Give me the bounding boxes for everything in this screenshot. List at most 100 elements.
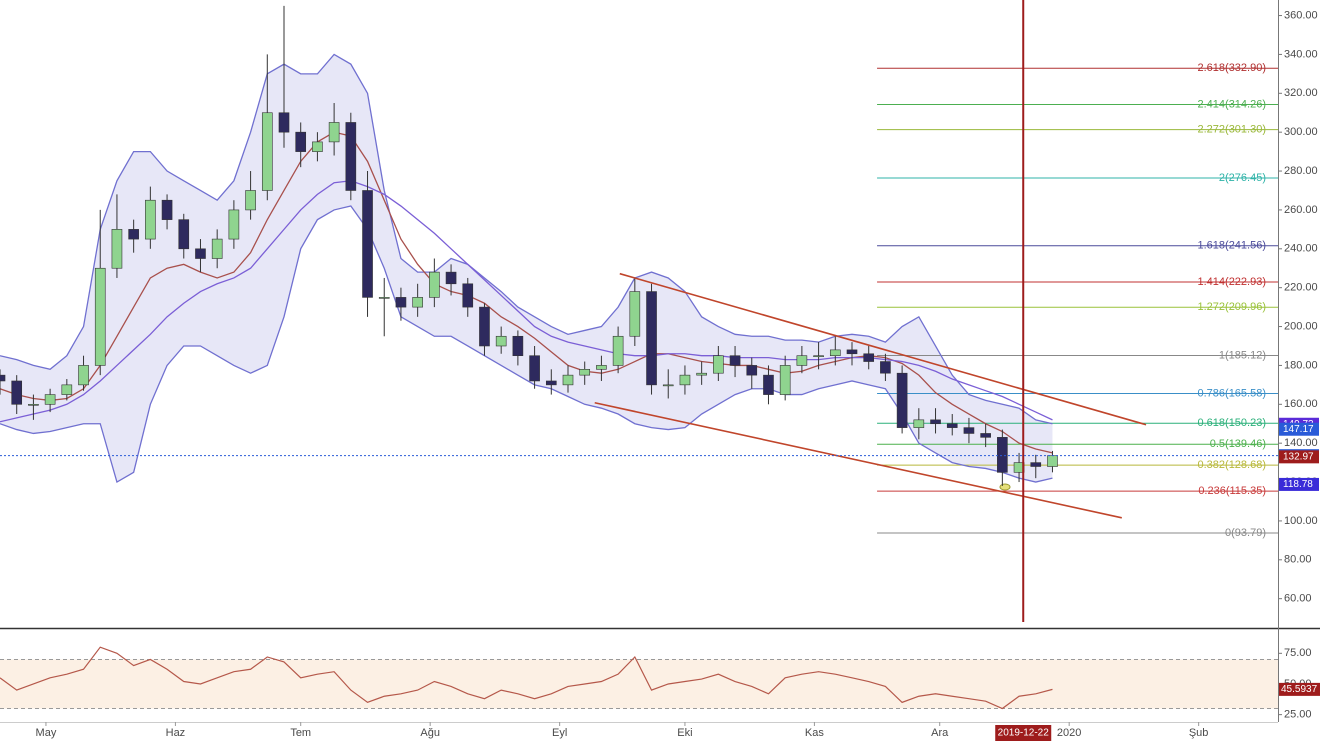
y-tick-label: 340.00: [1284, 48, 1318, 60]
x-tick-label: May: [36, 727, 57, 739]
y-tick-label: 240.00: [1284, 243, 1318, 255]
fib-label: 0.786(165.58): [1198, 387, 1267, 399]
rsi-y-tick-label: 25.00: [1284, 709, 1312, 721]
candle-body: [880, 361, 891, 374]
fib-label: 2.414(314.26): [1198, 98, 1267, 110]
x-tick-label: Eki: [677, 727, 692, 739]
candle-body: [696, 372, 707, 376]
rsi-tag: 45.5937: [1281, 684, 1318, 695]
price-tag-bg: [1279, 477, 1319, 491]
candle-body: [378, 297, 390, 299]
rsi-zone: [0, 659, 1278, 709]
trend-line: [619, 272, 1147, 426]
candle-body: [445, 271, 457, 285]
y-tick-label: 320.00: [1284, 87, 1318, 99]
candle-body: [328, 122, 340, 143]
y-tick-label: 140.00: [1284, 437, 1318, 449]
candle-body: [295, 131, 307, 152]
fib-label: 2.272(301.30): [1198, 124, 1267, 136]
price-tag-bg: [1279, 422, 1319, 436]
candle-body: [362, 190, 373, 298]
price-tag: 132.97: [1283, 451, 1314, 462]
candle-body: [145, 199, 156, 240]
candle-body: [395, 297, 407, 308]
candle-body: [178, 219, 190, 250]
fib-label: 0.618(150.23): [1198, 417, 1267, 429]
candle-body: [612, 335, 624, 366]
candle-body: [763, 374, 774, 395]
fib-label: 1.272(209.96): [1198, 301, 1267, 313]
fib-label: 1.414(222.93): [1198, 276, 1267, 288]
candle-body: [796, 355, 808, 366]
x-tick-label: Tem: [290, 727, 311, 739]
candle-body: [11, 380, 23, 405]
price-tag: 147.17: [1283, 424, 1314, 435]
x-tick-label: Eyl: [552, 727, 567, 739]
candle-body: [813, 355, 824, 358]
candle-body: [529, 355, 540, 382]
candle-body: [94, 267, 106, 366]
candle-body: [44, 394, 56, 405]
candle-body: [479, 306, 490, 347]
indicator-line: [0, 53, 1053, 425]
candle-body: [946, 423, 958, 428]
candle-body: [896, 372, 908, 428]
y-tick-label: 200.00: [1284, 320, 1318, 332]
price-tag: 118.78: [1283, 479, 1313, 490]
candle-body: [779, 365, 791, 395]
candle-body: [228, 209, 240, 240]
candle-body: [846, 349, 858, 355]
candle-body: [495, 335, 507, 347]
candle-body: [128, 229, 139, 240]
y-tick-label: 100.00: [1284, 515, 1318, 527]
y-tick-label: 280.00: [1284, 165, 1318, 177]
x-tick-label: Ağu: [420, 727, 440, 739]
candle-body: [245, 190, 256, 211]
candle-body: [412, 297, 423, 308]
candle-body: [545, 380, 557, 386]
candle-body: [579, 369, 591, 376]
x-tick-label: Ara: [931, 727, 949, 739]
candle-body: [1030, 462, 1042, 467]
fib-label: 1.618(241.56): [1198, 240, 1267, 252]
candle-body: [28, 403, 39, 406]
trend-line: [594, 401, 1122, 519]
candle-body: [713, 355, 724, 374]
fib-label: 1(185.12): [1219, 349, 1266, 361]
y-tick-label: 80.00: [1284, 554, 1312, 566]
candle-body: [161, 199, 173, 220]
candle-body: [345, 122, 357, 191]
y-tick-label: 160.00: [1284, 398, 1318, 410]
y-tick-label: 60.00: [1284, 593, 1312, 605]
fib-label: 0.5(139.46): [1210, 438, 1266, 450]
candle-body: [562, 374, 574, 386]
candle-body: [462, 283, 474, 308]
x-tick-label: Haz: [166, 727, 186, 739]
fib-label: 2.618(332.90): [1198, 62, 1267, 74]
candle-body: [930, 419, 941, 425]
candle-body: [679, 374, 691, 386]
y-tick-label: 300.00: [1284, 126, 1318, 138]
candle-body: [646, 291, 657, 386]
x-tick-label: Şub: [1189, 727, 1209, 739]
candle-body: [78, 365, 89, 386]
candle-body: [863, 353, 875, 362]
y-tick-label: 220.00: [1284, 282, 1318, 294]
candle-body: [729, 355, 741, 366]
marker: [999, 483, 1011, 491]
candle-body: [913, 419, 925, 428]
candle-body: [312, 141, 323, 152]
fib-label: 0(93.79): [1225, 527, 1266, 539]
candle-body: [61, 384, 73, 395]
candle-body: [0, 374, 6, 382]
candle-body: [963, 427, 975, 434]
rsi-y-tick-label: 75.00: [1284, 647, 1312, 659]
candle-body: [596, 365, 607, 370]
candle-body: [429, 271, 440, 298]
candle-body: [111, 229, 123, 269]
candle-body: [746, 365, 758, 376]
y-tick-label: 360.00: [1284, 9, 1318, 21]
rsi-line: [0, 646, 1053, 710]
